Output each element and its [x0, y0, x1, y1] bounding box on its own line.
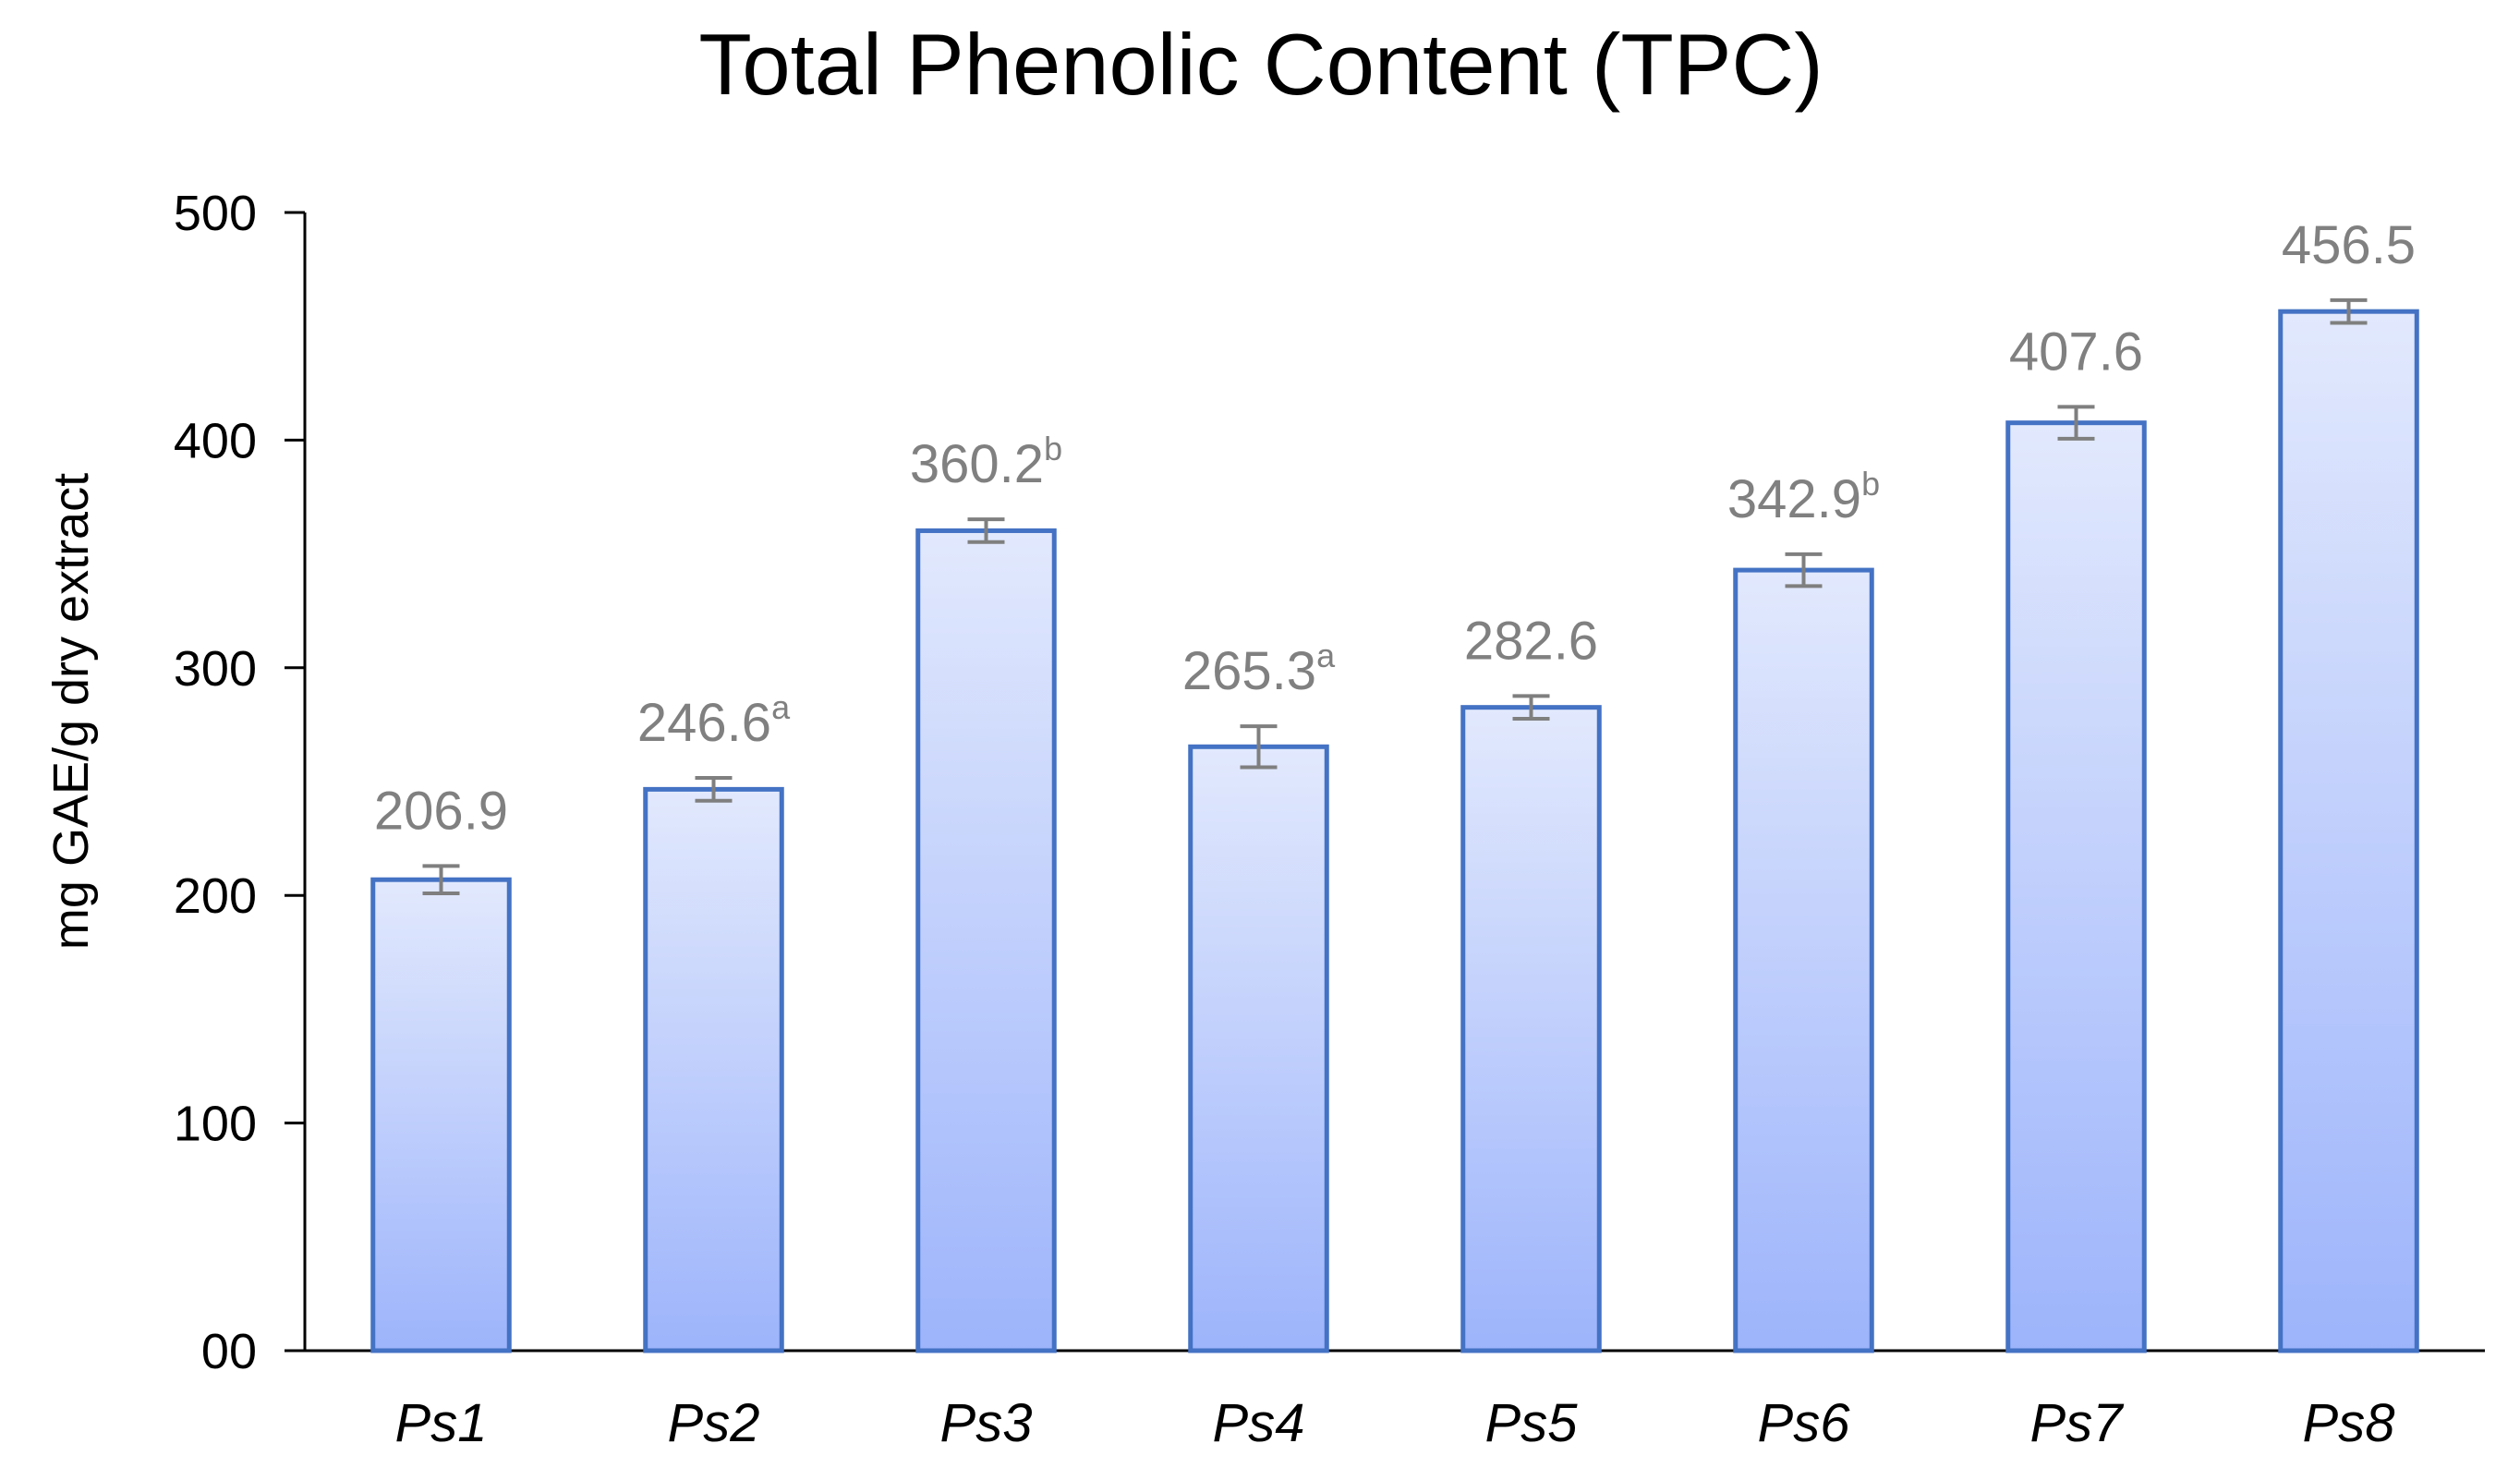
bar-ps8	[2278, 309, 2419, 1353]
data-label-value: 360.2	[910, 434, 1044, 494]
bar-ps7	[2005, 420, 2147, 1353]
error-bar-ps8	[2330, 297, 2368, 325]
bar-ps3	[915, 528, 1057, 1353]
data-label-value: 342.9	[1727, 469, 1861, 529]
x-tick-label: Ps3	[940, 1393, 1033, 1453]
y-tick-label: 100	[174, 1097, 257, 1152]
data-label-ps8: 456.5	[2282, 215, 2416, 275]
data-label-ps1: 206.9	[374, 781, 508, 841]
error-bar-ps1	[422, 864, 460, 895]
bar-ps2	[643, 786, 784, 1353]
y-ticks: 00 100 200 300 400 500	[174, 186, 305, 1379]
error-bar-ps4	[1240, 724, 1278, 770]
chart-title: Total Phenolic Content (TPC)	[698, 16, 1823, 113]
x-tick-label: Ps4	[1213, 1393, 1305, 1453]
data-label-value: 246.6	[637, 693, 771, 753]
data-label-value: 282.6	[1464, 611, 1598, 671]
y-axis-label: mg GAE/g dry extract	[43, 473, 99, 950]
error-bar-ps6	[1785, 552, 1823, 588]
bar-ps4	[1188, 744, 1329, 1353]
error-bar-ps3	[967, 517, 1005, 544]
bars	[370, 309, 2419, 1353]
bar-ps1	[370, 877, 512, 1353]
x-tick-label: Ps2	[668, 1393, 760, 1453]
data-label-ps2: 246.6a	[637, 688, 791, 753]
x-tick-label: Ps1	[395, 1393, 488, 1453]
data-label-ps3: 360.2b	[910, 430, 1062, 494]
data-label-ps4: 265.3a	[1182, 637, 1336, 701]
x-tick-label: Ps7	[2030, 1393, 2126, 1453]
bar-ps6	[1733, 567, 1874, 1353]
data-label-value: 407.6	[2009, 321, 2143, 382]
bar-ps5	[1460, 705, 1602, 1353]
y-tick-label: 500	[174, 186, 257, 241]
error-bar-ps5	[1512, 694, 1550, 721]
error-bars	[422, 297, 2368, 895]
y-tick-label: 200	[174, 868, 257, 924]
data-label-value: 206.9	[374, 781, 508, 841]
data-label-superscript: b	[1044, 430, 1062, 467]
data-label-value: 265.3	[1182, 641, 1316, 701]
data-label-superscript: a	[771, 688, 791, 726]
error-bar-ps2	[695, 776, 733, 803]
y-tick-label: 400	[174, 413, 257, 468]
y-tick-label: 300	[174, 641, 257, 697]
data-label-ps5: 282.6	[1464, 611, 1598, 671]
x-tick-label: Ps6	[1758, 1393, 1851, 1453]
axes	[303, 212, 2485, 1353]
data-label-superscript: a	[1316, 637, 1336, 674]
x-tick-label: Ps5	[1485, 1393, 1579, 1453]
data-label-value: 456.5	[2282, 215, 2416, 275]
data-label-superscript: b	[1861, 465, 1880, 503]
error-bar-ps7	[2057, 405, 2095, 441]
y-tick-label: 00	[201, 1324, 257, 1379]
data-label-ps7: 407.6	[2009, 321, 2143, 382]
x-tick-label: Ps8	[2303, 1393, 2395, 1453]
data-label-ps6: 342.9b	[1727, 465, 1880, 529]
x-ticks: Ps1 Ps2 Ps3 Ps4 Ps5 Ps6 Ps7 Ps8	[395, 1393, 2395, 1453]
